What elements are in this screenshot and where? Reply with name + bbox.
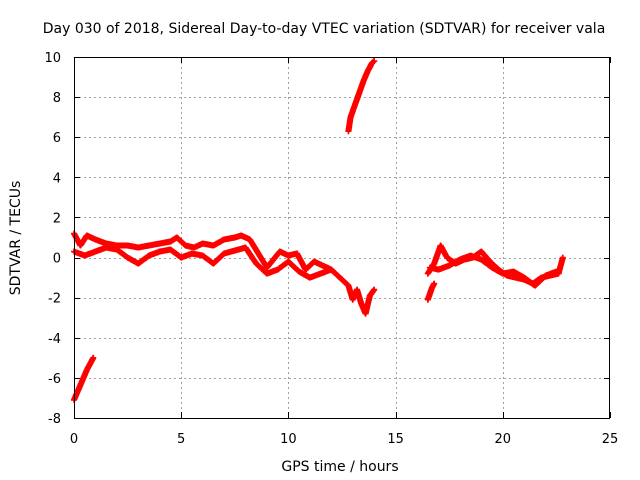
data-points	[426, 252, 560, 289]
chart-title: Day 030 of 2018, Sidereal Day-to-day VTE…	[43, 21, 606, 37]
data-points	[345, 58, 378, 135]
axis-ticks	[74, 57, 611, 419]
y-tick-label: 0	[53, 252, 61, 267]
data-points	[71, 230, 378, 317]
x-tick-label: 20	[495, 432, 512, 447]
data-points	[424, 280, 438, 303]
data-points	[71, 244, 335, 281]
x-tick-label: 10	[280, 432, 297, 447]
grid-lines	[74, 57, 610, 418]
y-tick-label: -2	[48, 292, 61, 307]
data-series	[71, 58, 566, 403]
y-tick-label: 10	[44, 51, 61, 66]
y-tick-label: -6	[48, 372, 61, 387]
series-segment-7	[426, 252, 560, 289]
y-tick-label: 8	[53, 91, 61, 106]
series-segment-2	[71, 230, 378, 317]
y-tick-label: -4	[48, 332, 61, 347]
y-tick-labels: -8 -6 -4 -2 0 2 4 6 8 10	[44, 51, 61, 427]
y-tick-label: -8	[48, 412, 61, 427]
x-tick-label: 5	[177, 432, 185, 447]
series-segment-4	[345, 58, 378, 135]
x-tick-label: 15	[387, 432, 404, 447]
y-tick-label: 6	[53, 131, 61, 146]
series-segment-5	[424, 280, 438, 303]
x-tick-label: 0	[70, 432, 78, 447]
x-axis-label: GPS time / hours	[281, 459, 398, 475]
x-tick-labels: 0 5 10 15 20 25	[70, 432, 618, 447]
series-segment-3	[71, 244, 335, 281]
plot-frame	[74, 57, 610, 419]
y-tick-label: 4	[53, 171, 61, 186]
y-tick-label: 2	[53, 211, 61, 226]
y-axis-label: SDTVAR / TECUs	[8, 181, 24, 296]
x-tick-label: 25	[602, 432, 619, 447]
